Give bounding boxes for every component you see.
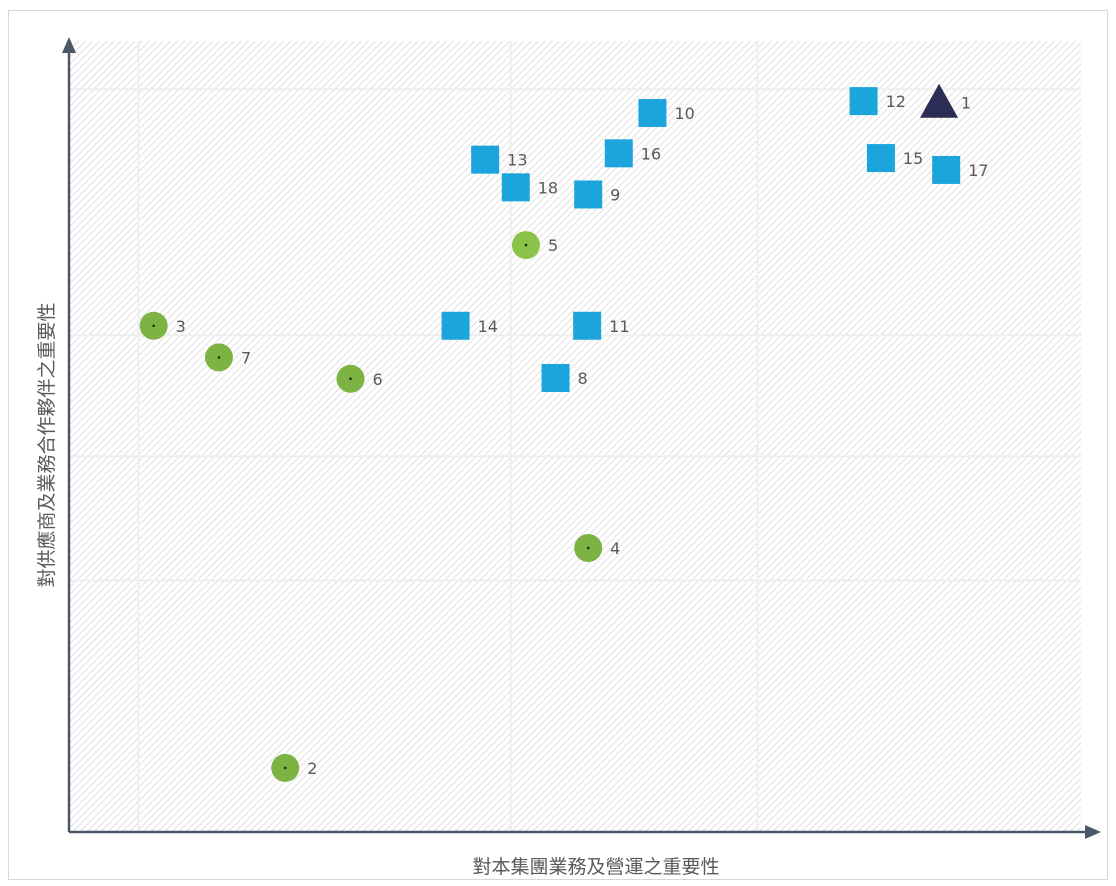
data-point-18: 18: [501, 173, 558, 202]
data-point-2: 2: [271, 753, 317, 782]
square-marker: [501, 173, 530, 202]
data-point-6: 6: [336, 364, 383, 393]
square-marker: [638, 98, 667, 127]
square-marker: [866, 144, 895, 173]
data-point-5: 5: [511, 231, 558, 260]
point-label: 14: [478, 317, 498, 336]
point-label: 2: [307, 759, 317, 778]
circle-center-dot: [152, 324, 155, 328]
square-marker: [573, 311, 602, 340]
point-label: 9: [610, 185, 620, 204]
point-label: 8: [578, 369, 588, 388]
data-point-17: 17: [932, 155, 989, 184]
square-marker: [541, 363, 570, 392]
data-point-7: 7: [204, 343, 251, 372]
point-label: 18: [538, 178, 558, 197]
point-label: 11: [609, 317, 629, 336]
data-point-14: 14: [441, 311, 498, 340]
circle-center-dot: [217, 356, 221, 359]
y-axis-title: 對供應商及業務合作夥伴之重要性: [35, 302, 58, 587]
data-point-13: 13: [471, 145, 528, 174]
point-label: 13: [507, 151, 527, 170]
square-marker: [471, 145, 500, 174]
point-label: 5: [548, 236, 558, 255]
point-label: 15: [903, 149, 923, 168]
circle-center-dot: [524, 243, 528, 247]
data-point-8: 8: [541, 363, 588, 392]
point-label: 16: [641, 144, 661, 163]
data-point-10: 10: [638, 98, 695, 127]
point-label: 3: [176, 317, 186, 336]
chart-frame: 1 2 3 4 5 6 7 8 9 10 11 12 13 14 15 16 17 18 對本集團業務及營運之重要…: [8, 10, 1108, 880]
plot-background: [69, 41, 1081, 832]
square-marker: [849, 87, 878, 116]
square-marker: [574, 180, 603, 209]
point-label: 1: [961, 94, 971, 113]
data-point-4: 4: [574, 534, 620, 563]
data-point-1: 1: [920, 83, 971, 118]
point-label: 10: [674, 104, 694, 123]
square-marker: [604, 139, 633, 168]
data-point-15: 15: [866, 144, 923, 173]
data-point-3: 3: [139, 311, 186, 340]
x-axis-title: 對本集團業務及營運之重要性: [472, 856, 719, 878]
data-point-11: 11: [573, 311, 630, 340]
data-point-9: 9: [574, 180, 620, 209]
point-label: 4: [610, 539, 620, 558]
circle-center-dot: [349, 377, 352, 381]
x-axis-arrow: [1085, 825, 1101, 839]
circle-center-dot: [586, 546, 590, 550]
data-point-16: 16: [604, 139, 661, 168]
y-axis-arrow: [62, 37, 76, 53]
point-label: 6: [373, 370, 383, 389]
triangle-marker: [920, 83, 959, 118]
circle-center-dot: [283, 766, 287, 770]
point-label: 17: [968, 161, 988, 180]
point-label: 12: [886, 92, 906, 111]
square-marker: [932, 155, 961, 184]
data-point-12: 12: [849, 87, 906, 116]
point-label: 7: [241, 348, 251, 367]
square-marker: [441, 311, 470, 340]
